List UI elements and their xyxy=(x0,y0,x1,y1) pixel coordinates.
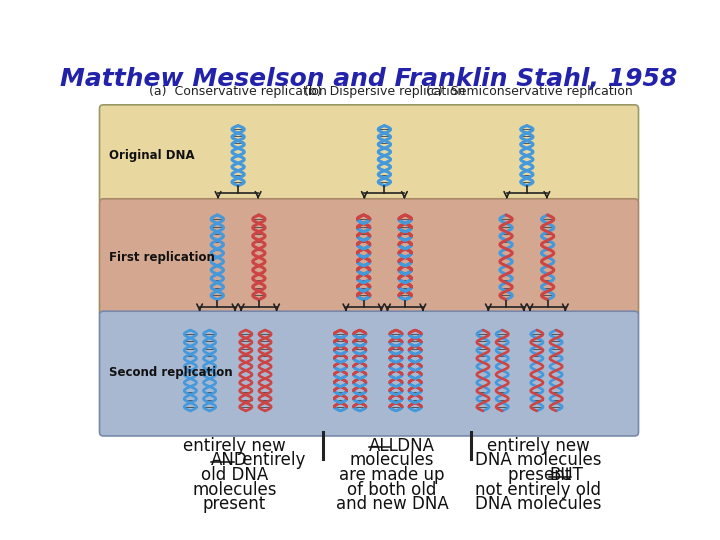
Text: are made up: are made up xyxy=(339,466,445,484)
Text: present: present xyxy=(202,495,266,513)
Text: ALL: ALL xyxy=(369,437,399,455)
Text: DNA molecules: DNA molecules xyxy=(475,451,602,469)
Text: AND: AND xyxy=(211,451,248,469)
Text: Second replication: Second replication xyxy=(109,366,233,379)
Text: (a)  Conservative replication: (a) Conservative replication xyxy=(149,85,327,98)
Text: Original DNA: Original DNA xyxy=(109,149,194,162)
Text: and new DNA: and new DNA xyxy=(336,495,449,513)
Text: First replication: First replication xyxy=(109,251,215,264)
Text: not entirely old: not entirely old xyxy=(475,481,601,498)
Text: DNA: DNA xyxy=(392,437,434,455)
FancyBboxPatch shape xyxy=(99,199,639,316)
Text: molecules: molecules xyxy=(192,481,276,498)
Text: (b)  Dispersive replication: (b) Dispersive replication xyxy=(304,85,465,98)
Text: molecules: molecules xyxy=(350,451,434,469)
Text: old DNA: old DNA xyxy=(201,466,268,484)
Text: Matthew Meselson and Franklin Stahl, 1958: Matthew Meselson and Franklin Stahl, 195… xyxy=(60,66,678,91)
Text: present: present xyxy=(508,466,576,484)
FancyBboxPatch shape xyxy=(99,105,639,204)
Text: BUT: BUT xyxy=(549,466,583,484)
FancyBboxPatch shape xyxy=(99,311,639,436)
Text: DNA molecules: DNA molecules xyxy=(475,495,602,513)
Text: entirely new: entirely new xyxy=(487,437,590,455)
Text: entirely: entirely xyxy=(237,451,305,469)
Text: entirely new: entirely new xyxy=(183,437,286,455)
Text: (c)  Semiconservative replication: (c) Semiconservative replication xyxy=(426,85,633,98)
Text: of both old: of both old xyxy=(348,481,437,498)
